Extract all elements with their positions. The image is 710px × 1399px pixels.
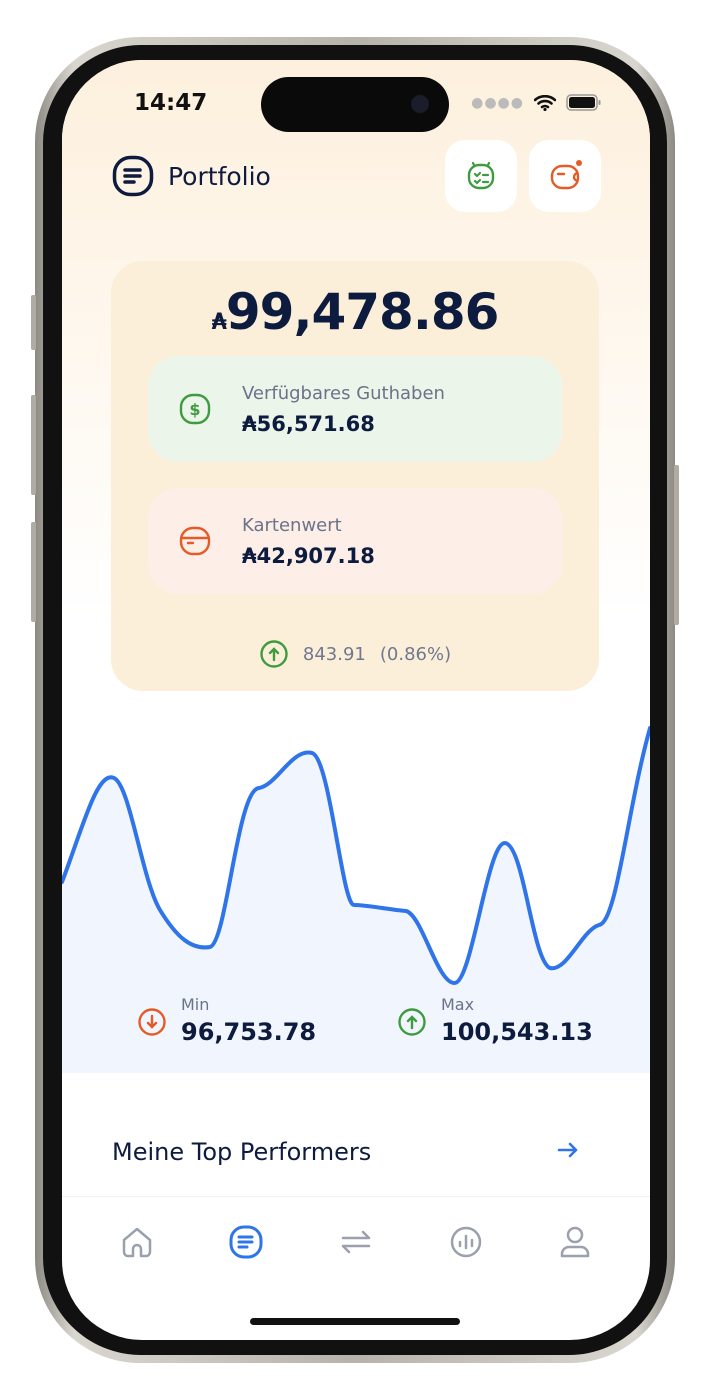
arrow-up-circle-icon — [398, 1008, 426, 1036]
chart-min: Min 96,753.78 — [137, 995, 316, 1046]
tasks-button[interactable] — [445, 140, 517, 212]
top-performers-title: Meine Top Performers — [112, 1138, 372, 1166]
wallet-button[interactable] — [529, 140, 601, 212]
portfolio-change: 843.91 (0.86%) — [111, 639, 599, 669]
chart-area — [62, 728, 650, 1073]
dynamic-island — [261, 77, 449, 132]
screen: 14:47 ●●●● Portfolio ₳99,478.86 $ Verfüg… — [62, 60, 650, 1340]
volume-down-button — [31, 522, 36, 622]
portfolio-card: ₳99,478.86 $ Verfügbares Guthaben ₳56,571… — [111, 261, 599, 691]
signal-icon: ●●●● — [471, 94, 524, 111]
volume-up-button — [31, 395, 36, 495]
checklist-icon — [467, 161, 495, 190]
portfolio-total: ₳99,478.86 — [211, 283, 500, 341]
tab-transfer[interactable] — [338, 1224, 374, 1260]
chart-max: Max 100,543.13 — [397, 995, 593, 1046]
chart-line — [62, 726, 650, 985]
dollar-icon: $ — [179, 393, 211, 425]
available-balance[interactable]: $ Verfügbares Guthaben ₳56,571.68 — [148, 356, 562, 462]
battery-icon — [566, 94, 601, 111]
status-time: 14:47 — [134, 90, 208, 116]
tab-profile[interactable] — [557, 1224, 593, 1260]
header: Portfolio — [112, 155, 271, 197]
notification-dot — [576, 160, 582, 166]
arrow-down-circle-icon — [138, 1008, 166, 1036]
svg-text:$: $ — [189, 400, 200, 419]
wifi-icon — [534, 94, 556, 111]
arrow-up-circle-icon — [260, 640, 288, 668]
card-value[interactable]: Kartenwert ₳42,907.18 — [148, 488, 562, 594]
card-icon — [179, 526, 211, 556]
home-indicator[interactable] — [250, 1318, 460, 1325]
page-title: Portfolio — [168, 161, 271, 191]
wallet-icon — [550, 160, 582, 190]
mute-switch — [31, 295, 36, 350]
tab-portfolio[interactable] — [228, 1224, 264, 1260]
power-button — [674, 465, 679, 625]
tab-analytics[interactable] — [448, 1224, 484, 1260]
status-icons: ●●●● — [471, 94, 602, 111]
tab-bar — [62, 1196, 650, 1286]
tab-home[interactable] — [119, 1224, 155, 1260]
portfolio-logo-icon — [112, 155, 154, 197]
portfolio-chart[interactable] — [62, 710, 650, 1073]
arrow-right-icon[interactable] — [556, 1138, 580, 1162]
